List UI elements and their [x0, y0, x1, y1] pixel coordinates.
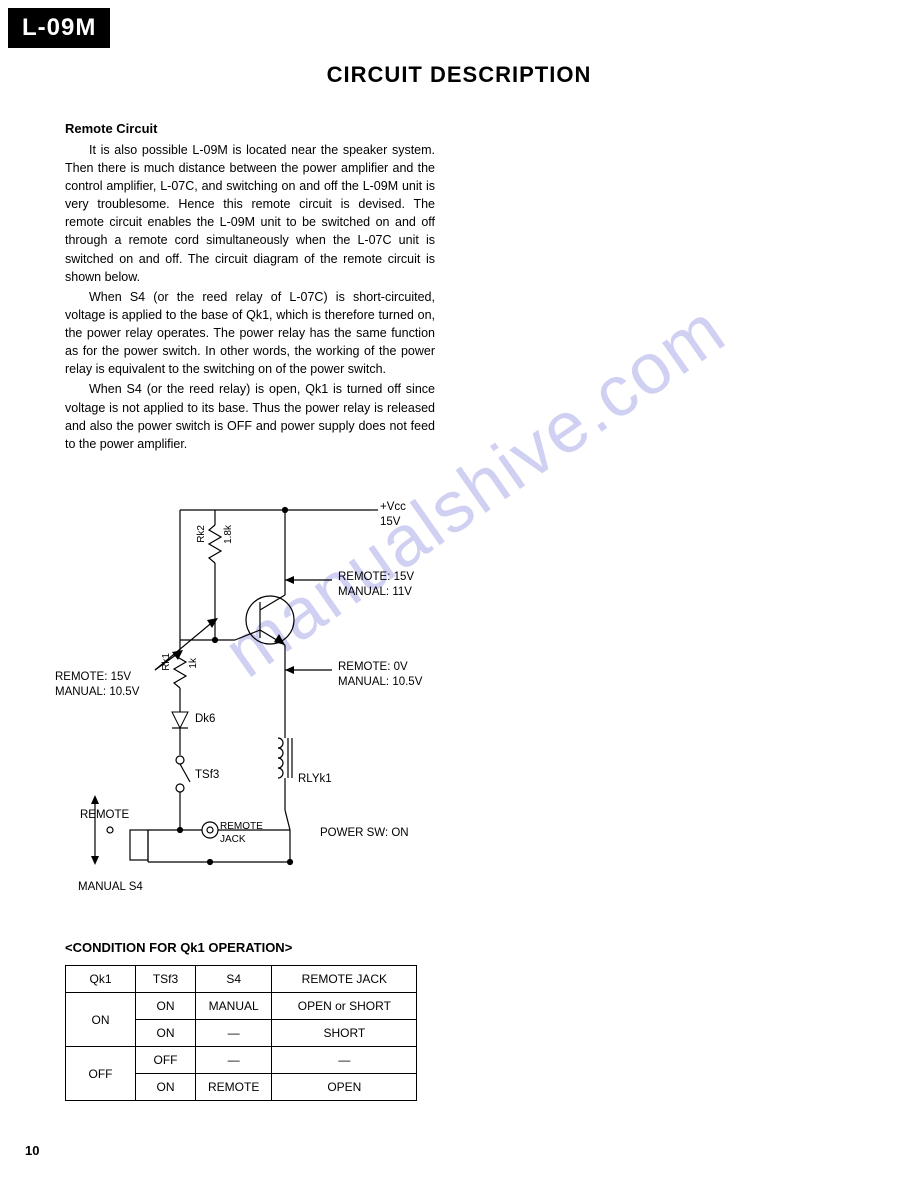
circuit-diagram: +Vcc 15V Rk2 1.8k Rk1 1k Dk6 TSf3 RLYk1 …: [60, 490, 490, 900]
cell: OPEN or SHORT: [272, 993, 417, 1020]
cell: MANUAL: [196, 993, 272, 1020]
body-text: Remote Circuit It is also possible L-09M…: [65, 120, 435, 455]
cell: ON: [136, 993, 196, 1020]
rk1-label: Rk1: [160, 653, 173, 671]
rk1-val: 1k: [187, 658, 200, 669]
cell: ON: [136, 1074, 196, 1101]
manual-s4-label: MANUAL S4: [78, 880, 143, 895]
voltage-b-label: REMOTE: 0V MANUAL: 10.5V: [338, 660, 422, 690]
remote-label: REMOTE: [80, 808, 129, 823]
rk2-val: 1.8k: [222, 525, 235, 544]
table-row: OFF OFF — —: [66, 1047, 417, 1074]
th-s4: S4: [196, 966, 272, 993]
tsf3-label: TSf3: [195, 768, 219, 783]
cell: ON: [66, 993, 136, 1047]
cell: —: [272, 1047, 417, 1074]
condition-heading: <CONDITION FOR Qk1 OPERATION>: [65, 940, 292, 955]
voltage-a-label: REMOTE: 15V MANUAL: 11V: [338, 570, 414, 600]
rlyk1-label: RLYk1: [298, 772, 332, 787]
power-sw-label: POWER SW: ON: [320, 826, 409, 841]
page-title: CIRCUIT DESCRIPTION: [0, 62, 918, 88]
page-number: 10: [25, 1143, 39, 1158]
paragraph-3: When S4 (or the reed relay) is open, Qk1…: [65, 380, 435, 453]
model-badge: L-09M: [8, 8, 110, 48]
paragraph-2: When S4 (or the reed relay of L-07C) is …: [65, 288, 435, 379]
condition-table: Qk1 TSf3 S4 REMOTE JACK ON ON MANUAL OPE…: [65, 965, 417, 1101]
cell: REMOTE: [196, 1074, 272, 1101]
cell: OPEN: [272, 1074, 417, 1101]
table-row: ON ON MANUAL OPEN or SHORT: [66, 993, 417, 1020]
th-qk1: Qk1: [66, 966, 136, 993]
cell: OFF: [66, 1047, 136, 1101]
cell: ON: [136, 1020, 196, 1047]
th-rj: REMOTE JACK: [272, 966, 417, 993]
cell: —: [196, 1047, 272, 1074]
rk2-label: Rk2: [195, 525, 208, 543]
dk6-label: Dk6: [195, 712, 215, 727]
cell: —: [196, 1020, 272, 1047]
remote-jack-label: REMOTE JACK: [220, 820, 263, 846]
cell: SHORT: [272, 1020, 417, 1047]
table-header-row: Qk1 TSf3 S4 REMOTE JACK: [66, 966, 417, 993]
cell: OFF: [136, 1047, 196, 1074]
section-heading: Remote Circuit: [65, 120, 435, 139]
th-tsf3: TSf3: [136, 966, 196, 993]
vcc-label: +Vcc 15V: [380, 500, 406, 530]
voltage-left-label: REMOTE: 15V MANUAL: 10.5V: [55, 670, 139, 700]
paragraph-1: It is also possible L-09M is located nea…: [65, 141, 435, 286]
